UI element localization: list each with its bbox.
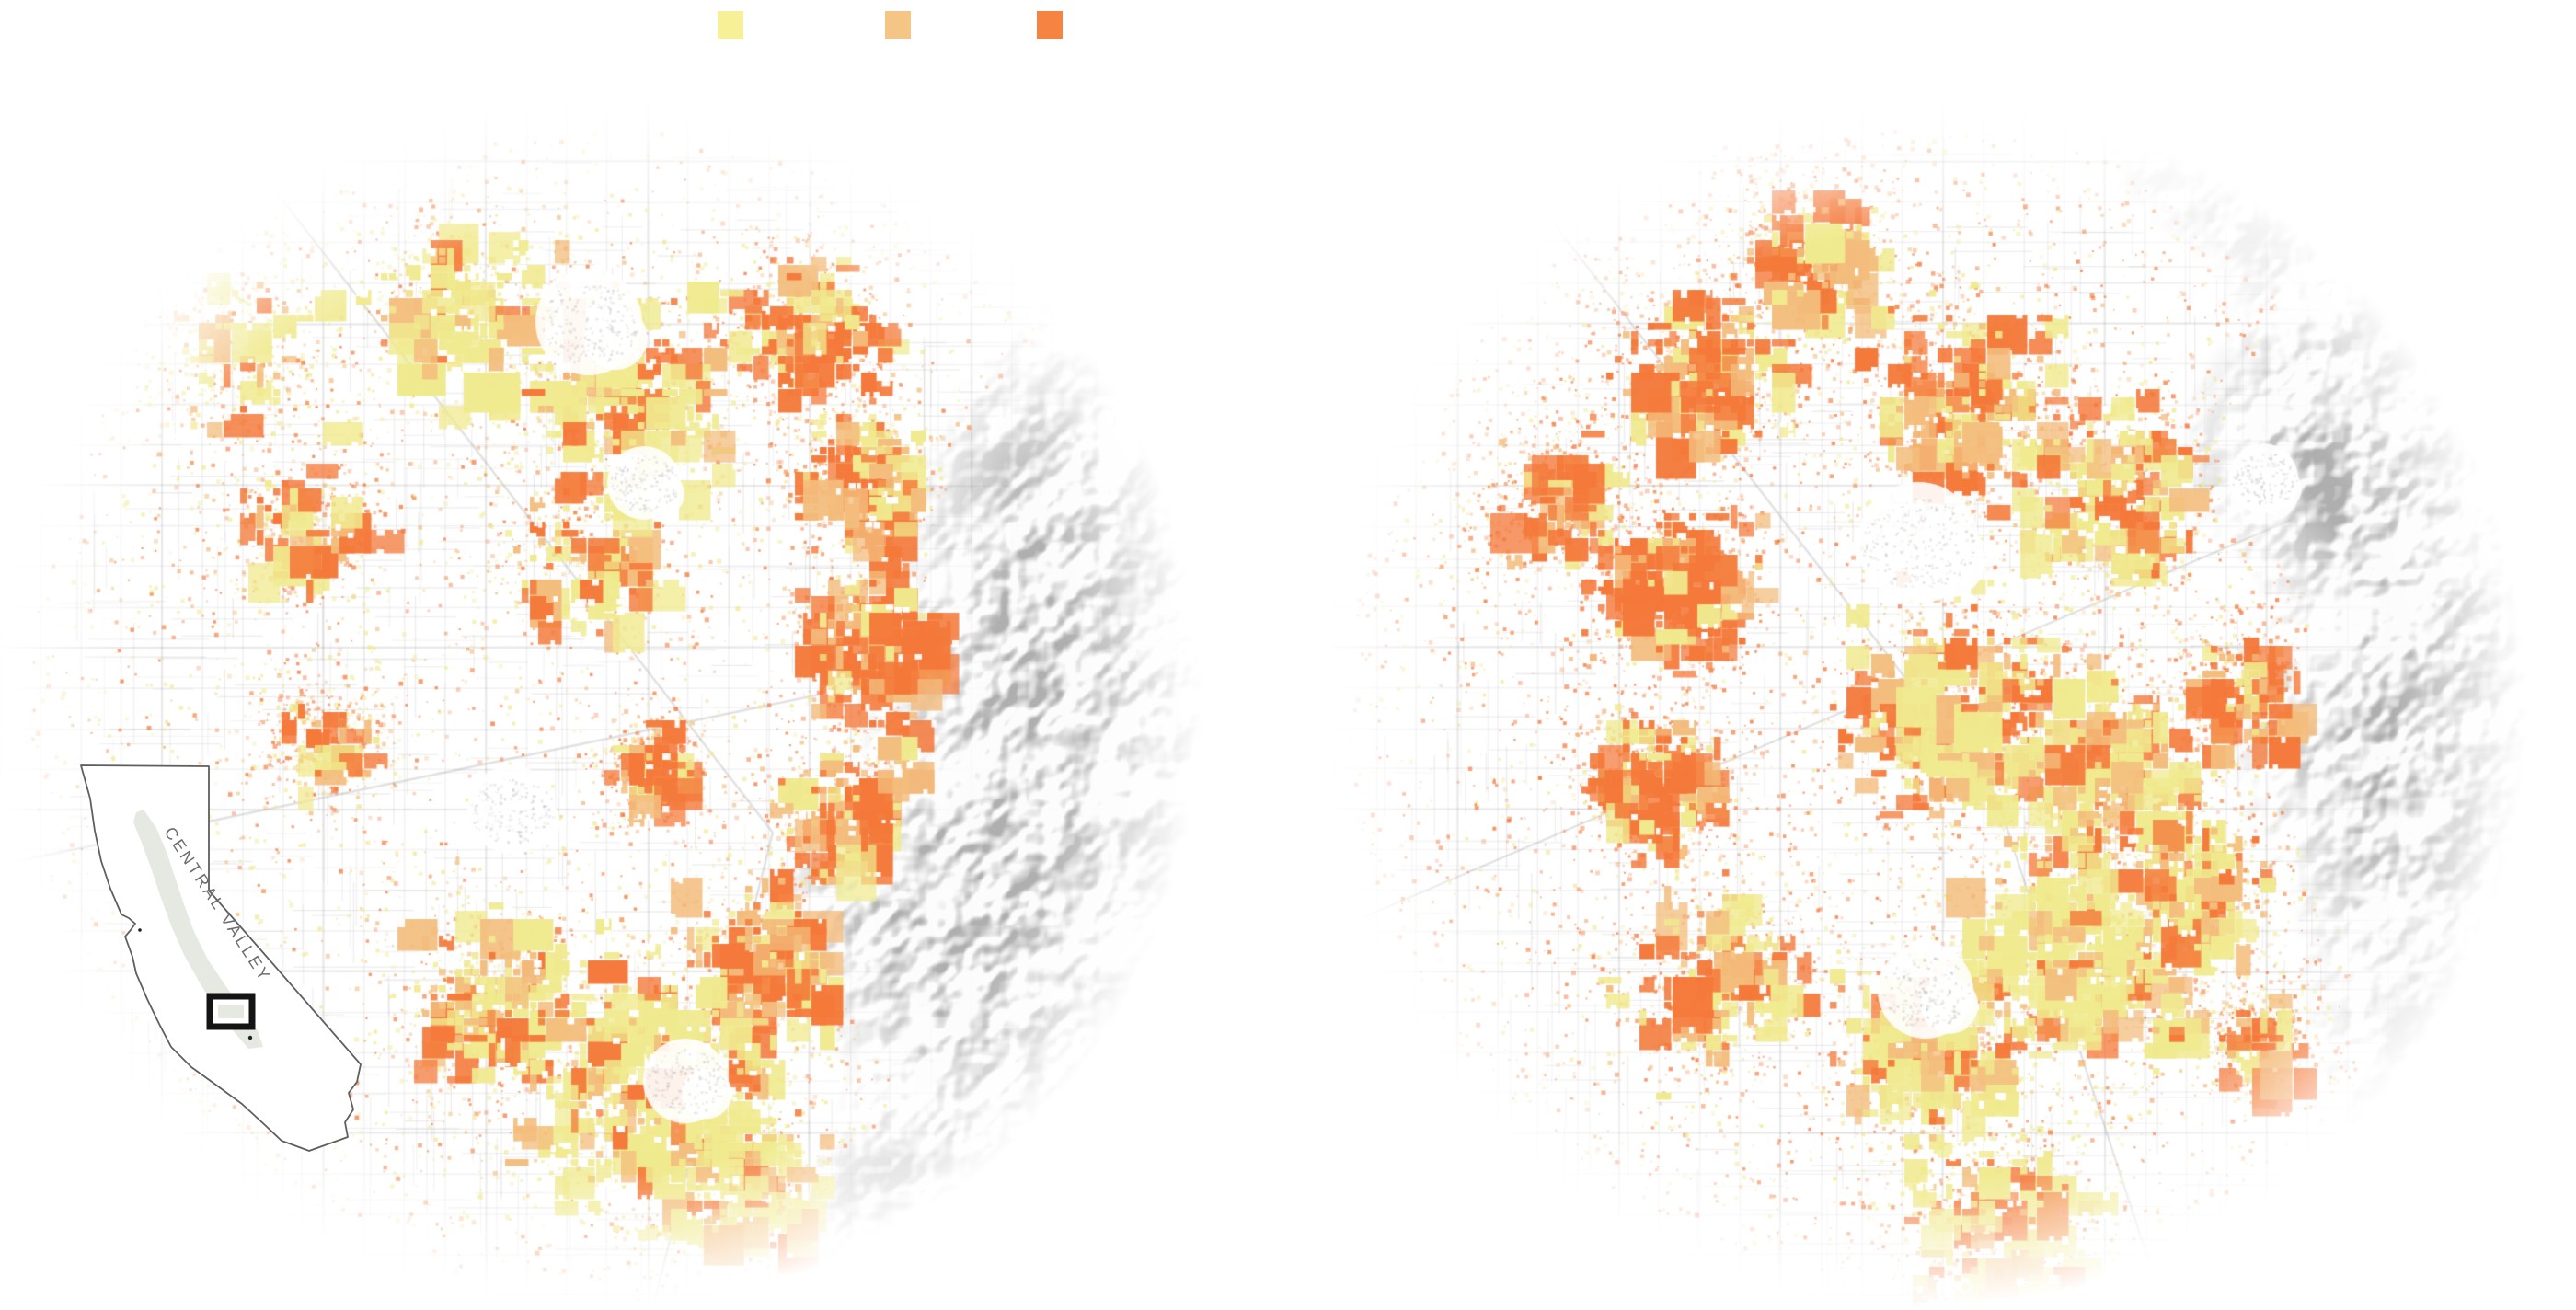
city-dot-north: [138, 928, 142, 932]
central-valley-region: [133, 810, 263, 1049]
map-extent-box-inner: [218, 1005, 244, 1018]
map-right-circle: [1288, 55, 2558, 1310]
california-inset: CENTRAL VALLEY: [80, 764, 362, 1152]
city-dot-south: [247, 1035, 253, 1040]
map-left-circle: [0, 55, 1255, 1310]
legend-swatch-orange: [1037, 11, 1063, 39]
legend-swatch-light-orange: [885, 11, 911, 39]
california-state-outline: [80, 764, 362, 1152]
map-extent-box: [206, 993, 256, 1030]
legend-swatch-yellow: [718, 11, 743, 39]
legend: [0, 0, 2576, 46]
